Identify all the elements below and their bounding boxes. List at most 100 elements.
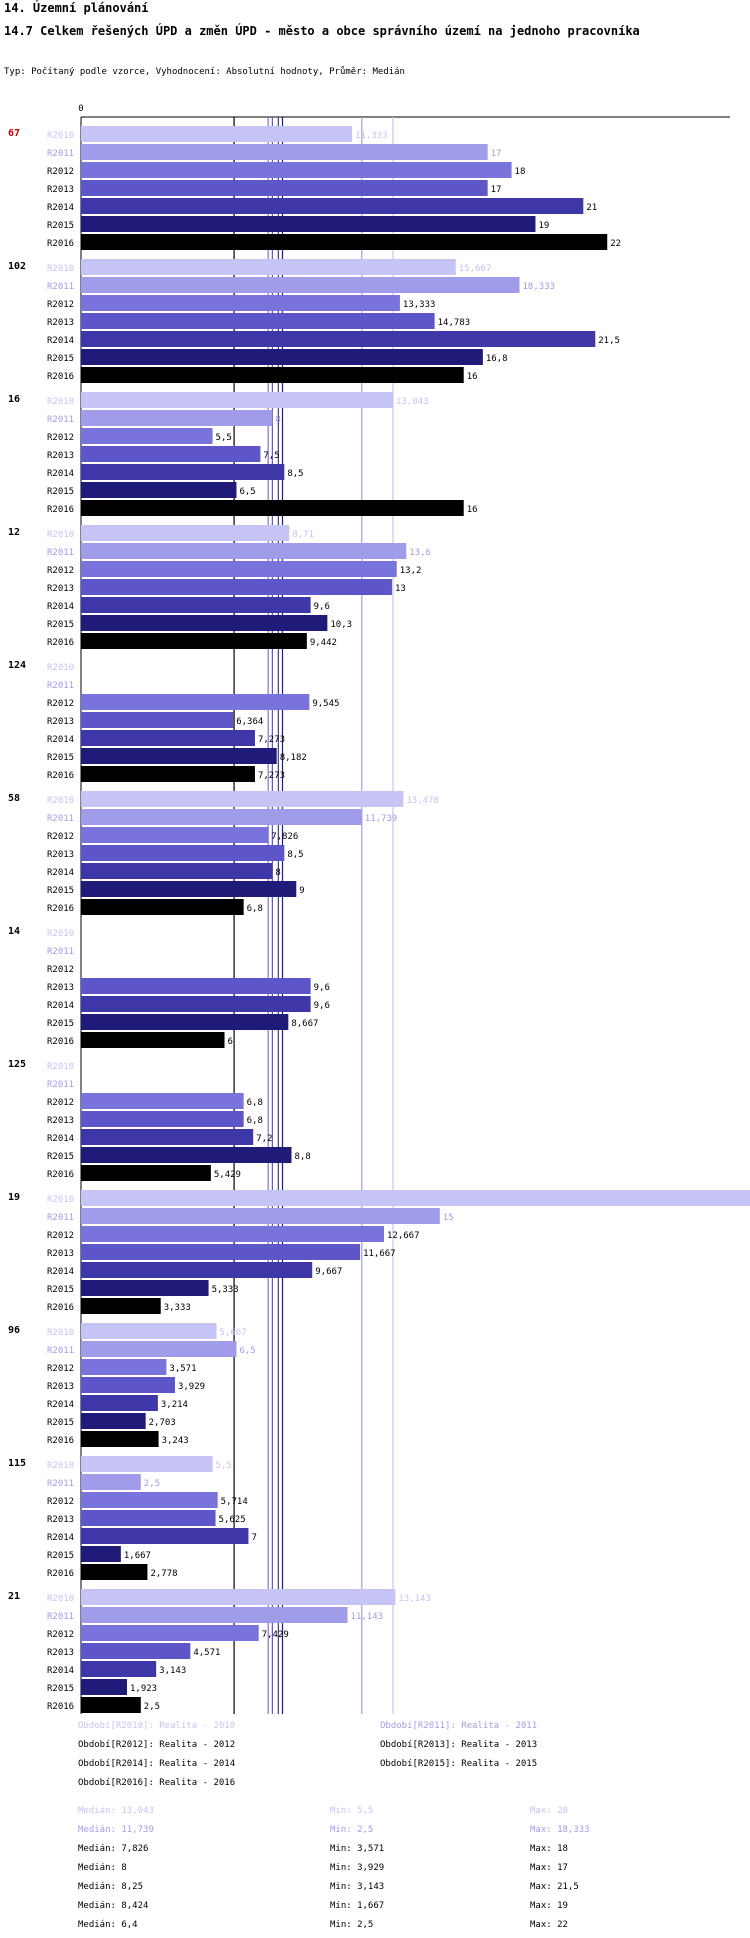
row-period-label: R2010	[47, 929, 74, 939]
bar-value-label: 8,667	[291, 1019, 318, 1029]
legend-item-r2010: Období[R2010]: Realita - 2010	[78, 1721, 236, 1731]
bar-value-label: 3,929	[178, 1382, 205, 1392]
bar	[81, 500, 464, 516]
row-period-label: R2011	[47, 282, 74, 292]
bar-value-label: 21	[586, 203, 597, 213]
bar-value-label: 3,571	[169, 1364, 196, 1374]
row-period-label: R2011	[47, 1213, 74, 1223]
chart-subtitle: Typ: Počítaný podle vzorce, Vyhodnocení:…	[4, 67, 405, 77]
row-period-label: R2016	[47, 239, 74, 249]
bar-value-label: 8,5	[287, 850, 303, 860]
stat-median-r2013: Medián: 8	[78, 1863, 127, 1873]
bar	[81, 730, 255, 746]
stat-min-r2014: Min: 3,143	[330, 1882, 385, 1892]
row-period-label: R2015	[47, 1019, 74, 1029]
bar	[81, 1431, 159, 1447]
bar	[81, 561, 397, 577]
legend-item-r2014: Období[R2014]: Realita - 2014	[78, 1759, 236, 1769]
bar-value-label: 21,5	[598, 336, 620, 346]
bar-value-label: 8,5	[287, 469, 303, 479]
bar-value-label: 10,3	[330, 620, 352, 630]
row-period-label: R2015	[47, 1551, 74, 1561]
bar-value-label: 1,667	[124, 1551, 151, 1561]
bar-value-label: 7,429	[262, 1630, 289, 1640]
row-period-label: R2012	[47, 1364, 74, 1374]
bar-value-label: 14,783	[438, 318, 471, 328]
row-period-label: R2012	[47, 433, 74, 443]
row-period-label: R2011	[47, 681, 74, 691]
row-period-label: R2013	[47, 584, 74, 594]
row-period-label: R2010	[47, 1195, 74, 1205]
row-period-label: R2016	[47, 1702, 74, 1712]
row-period-label: R2011	[47, 947, 74, 957]
legend-item-r2013: Období[R2013]: Realita - 2013	[380, 1740, 538, 1750]
stat-min-r2013: Min: 3,929	[330, 1863, 385, 1873]
bar	[81, 1546, 121, 1562]
bar	[81, 349, 483, 365]
bar-value-label: 9,442	[310, 638, 337, 648]
bar	[81, 1643, 191, 1659]
bar-value-label: 22	[610, 239, 621, 249]
row-period-label: R2012	[47, 1231, 74, 1241]
bar-value-label: 9,667	[315, 1267, 342, 1277]
row-period-label: R2013	[47, 1249, 74, 1259]
row-period-label: R2015	[47, 221, 74, 231]
bar-value-label: 8,71	[292, 530, 314, 540]
row-period-label: R2012	[47, 300, 74, 310]
stat-min-r2010: Min: 5,5	[330, 1806, 374, 1816]
bar	[81, 809, 362, 825]
bar-value-label: 11,739	[365, 814, 398, 824]
bar-value-label: 3,143	[159, 1666, 186, 1676]
row-period-label: R2014	[47, 203, 74, 213]
bar	[81, 367, 464, 383]
bar	[81, 694, 310, 710]
bar	[81, 1589, 396, 1605]
stat-median-r2015: Medián: 8,424	[78, 1901, 149, 1911]
bar-value-label: 11,667	[363, 1249, 396, 1259]
bar	[81, 766, 255, 782]
bar	[81, 1679, 127, 1695]
bar-value-label: 5,667	[220, 1328, 247, 1338]
row-period-label: R2016	[47, 1303, 74, 1313]
bar	[81, 144, 488, 160]
bar-value-label: 15,667	[459, 264, 492, 274]
bar	[81, 1510, 216, 1526]
bar	[81, 1413, 146, 1429]
row-period-label: R2010	[47, 1062, 74, 1072]
bar	[81, 1165, 211, 1181]
bar-value-label: 9,6	[314, 602, 330, 612]
row-period-label: R2014	[47, 336, 74, 346]
bar	[81, 1111, 244, 1127]
bar-value-label: 6	[228, 1037, 233, 1047]
bar	[81, 464, 285, 480]
stat-min-r2016: Min: 2,5	[330, 1920, 374, 1930]
bar	[81, 1625, 259, 1641]
bar-value-label: 5,429	[214, 1170, 241, 1180]
row-period-label: R2014	[47, 1400, 74, 1410]
bar-value-label: 13,2	[400, 566, 422, 576]
bar	[81, 1032, 225, 1048]
bar	[81, 1147, 292, 1163]
group-label: 58	[8, 793, 20, 804]
group-label: 102	[8, 261, 26, 272]
bar	[81, 1014, 289, 1030]
bar	[81, 446, 261, 462]
row-period-label: R2016	[47, 1170, 74, 1180]
bar	[81, 597, 311, 613]
row-period-label: R2012	[47, 1630, 74, 1640]
bar-value-label: 16	[467, 372, 478, 382]
bar	[81, 1208, 440, 1224]
bar	[81, 1697, 141, 1713]
bar-value-label: 7,273	[258, 735, 285, 745]
row-period-label: R2016	[47, 771, 74, 781]
row-period-label: R2014	[47, 735, 74, 745]
bar	[81, 1262, 313, 1278]
bar-value-label: 2,778	[150, 1569, 177, 1579]
row-period-label: R2015	[47, 753, 74, 763]
bar-value-label: 9,6	[314, 983, 330, 993]
stat-min-r2011: Min: 2,5	[330, 1825, 374, 1835]
bar-value-label: 6,8	[247, 1098, 263, 1108]
bar-value-label: 15	[443, 1213, 454, 1223]
stat-max-r2012: Max: 18	[530, 1844, 568, 1854]
bar-value-label: 17	[491, 149, 502, 159]
